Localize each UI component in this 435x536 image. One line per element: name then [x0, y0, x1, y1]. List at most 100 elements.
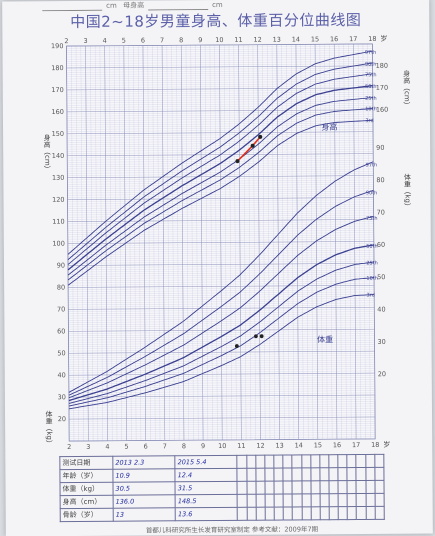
- record-cell-empty[interactable]: [246, 468, 256, 482]
- record-cell-handwritten[interactable]: 10.9: [112, 468, 176, 483]
- record-cell-empty[interactable]: [264, 481, 275, 495]
- y-tick-label-left: 80: [57, 283, 65, 291]
- record-cell-empty[interactable]: [292, 467, 302, 481]
- record-cell-handwritten[interactable]: 136.0: [113, 494, 176, 509]
- record-cell-handwritten[interactable]: 13.6: [175, 507, 238, 521]
- weight-percentile-curve: [68, 161, 374, 393]
- record-cell-empty[interactable]: [374, 506, 385, 520]
- record-cell-empty[interactable]: [273, 468, 284, 482]
- record-cell-empty[interactable]: [246, 494, 256, 508]
- record-cell-handwritten[interactable]: 31.5: [175, 481, 238, 495]
- record-cell-empty[interactable]: [338, 506, 348, 520]
- record-cell-empty[interactable]: [356, 454, 366, 468]
- record-cell-empty[interactable]: [338, 480, 348, 494]
- record-cell-handwritten[interactable]: 148.5: [175, 494, 238, 508]
- record-cell-empty[interactable]: [347, 480, 357, 494]
- record-cell-empty[interactable]: [301, 467, 311, 481]
- record-cell-handwritten[interactable]: 2015 5.4: [175, 455, 238, 469]
- record-cell-empty[interactable]: [365, 454, 375, 468]
- record-cell-handwritten[interactable]: 2013 2.3: [112, 455, 176, 470]
- record-cell-empty[interactable]: [265, 507, 275, 521]
- record-cell-empty[interactable]: [337, 454, 348, 468]
- record-cell-empty[interactable]: [328, 480, 339, 494]
- height-percentile-label: 90th: [365, 62, 377, 68]
- record-cell-empty[interactable]: [347, 493, 357, 507]
- record-cell-handwritten[interactable]: 30.5: [112, 481, 176, 496]
- record-cell-empty[interactable]: [328, 454, 339, 468]
- record-cell-empty[interactable]: [255, 455, 265, 469]
- record-cell-empty[interactable]: [356, 467, 366, 481]
- record-cell-empty[interactable]: [292, 506, 302, 520]
- record-cell-empty[interactable]: [356, 506, 366, 520]
- x-tick-label-bottom: 7: [163, 442, 167, 450]
- record-cell-empty[interactable]: [264, 468, 275, 482]
- record-cell-empty[interactable]: [356, 493, 366, 507]
- y-tick-label-right-weight: 70: [377, 208, 385, 216]
- record-cell-empty[interactable]: [283, 467, 293, 482]
- record-cell-empty[interactable]: [255, 507, 266, 521]
- record-cell-empty[interactable]: [274, 481, 284, 495]
- record-cell-empty[interactable]: [246, 507, 256, 521]
- record-cell-empty[interactable]: [264, 494, 275, 508]
- record-cell-empty[interactable]: [301, 480, 311, 494]
- record-cell-empty[interactable]: [329, 506, 339, 520]
- record-cell-empty[interactable]: [283, 480, 293, 495]
- record-cell-empty[interactable]: [310, 467, 320, 481]
- record-cell-empty[interactable]: [310, 493, 320, 507]
- record-cell-empty[interactable]: [292, 454, 302, 468]
- record-cell-empty[interactable]: [283, 506, 293, 521]
- record-cell-empty[interactable]: [319, 467, 329, 481]
- record-cell-empty[interactable]: [292, 493, 302, 507]
- record-cell-empty[interactable]: [356, 480, 366, 494]
- record-cell-empty[interactable]: [237, 494, 247, 508]
- record-cell-empty[interactable]: [374, 480, 385, 494]
- weight-percentile-label: 97th: [366, 162, 378, 168]
- record-cell-empty[interactable]: [374, 467, 384, 481]
- record-cell-empty[interactable]: [255, 468, 265, 482]
- record-cell-handwritten[interactable]: 12.4: [175, 468, 238, 482]
- record-cell-empty[interactable]: [329, 493, 339, 507]
- record-cell-empty[interactable]: [338, 493, 348, 507]
- record-cell-empty[interactable]: [319, 454, 329, 468]
- record-cell-empty[interactable]: [347, 454, 357, 468]
- record-cell-empty[interactable]: [274, 494, 284, 508]
- record-cell-empty[interactable]: [338, 467, 348, 481]
- record-cell-empty[interactable]: [347, 467, 357, 481]
- record-cell-empty[interactable]: [246, 481, 256, 495]
- record-cell-empty[interactable]: [310, 480, 320, 494]
- record-cell-empty[interactable]: [365, 480, 375, 494]
- record-cell-empty[interactable]: [292, 480, 302, 494]
- record-cell-empty[interactable]: [365, 506, 376, 520]
- record-cell-empty[interactable]: [310, 454, 320, 468]
- record-cell-empty[interactable]: [274, 507, 284, 521]
- record-cell-empty[interactable]: [282, 454, 293, 469]
- x-tick-label-bottom: 2: [67, 443, 71, 451]
- record-cell-empty[interactable]: [319, 493, 330, 507]
- record-cell-empty[interactable]: [246, 455, 256, 469]
- record-cell-empty[interactable]: [319, 480, 330, 494]
- record-cell-empty[interactable]: [301, 506, 311, 520]
- record-cell-empty[interactable]: [237, 468, 247, 482]
- record-cell-empty[interactable]: [237, 455, 247, 469]
- record-cell-empty[interactable]: [374, 454, 384, 468]
- record-cell-empty[interactable]: [264, 455, 274, 469]
- record-cell-empty[interactable]: [255, 494, 266, 508]
- record-cell-empty[interactable]: [319, 506, 330, 520]
- record-cell-handwritten[interactable]: 13: [113, 507, 176, 522]
- record-cell-empty[interactable]: [237, 481, 247, 495]
- record-cell-empty[interactable]: [328, 467, 339, 481]
- height-percentile-curve: [67, 97, 373, 276]
- record-cell-empty[interactable]: [365, 493, 375, 507]
- record-cell-empty[interactable]: [301, 493, 311, 507]
- record-cell-empty[interactable]: [283, 493, 293, 508]
- record-cell-empty[interactable]: [347, 506, 357, 520]
- record-cell-empty[interactable]: [237, 507, 247, 521]
- y-axis-title-right-weight: 体重（kg）: [403, 173, 411, 210]
- record-cell-empty[interactable]: [365, 467, 375, 481]
- record-cell-empty[interactable]: [374, 493, 385, 507]
- record-cell-empty[interactable]: [255, 481, 265, 495]
- record-cell-empty[interactable]: [301, 454, 311, 468]
- y-tick-label-left: 30: [58, 393, 66, 401]
- record-cell-empty[interactable]: [273, 455, 284, 469]
- record-cell-empty[interactable]: [310, 506, 321, 520]
